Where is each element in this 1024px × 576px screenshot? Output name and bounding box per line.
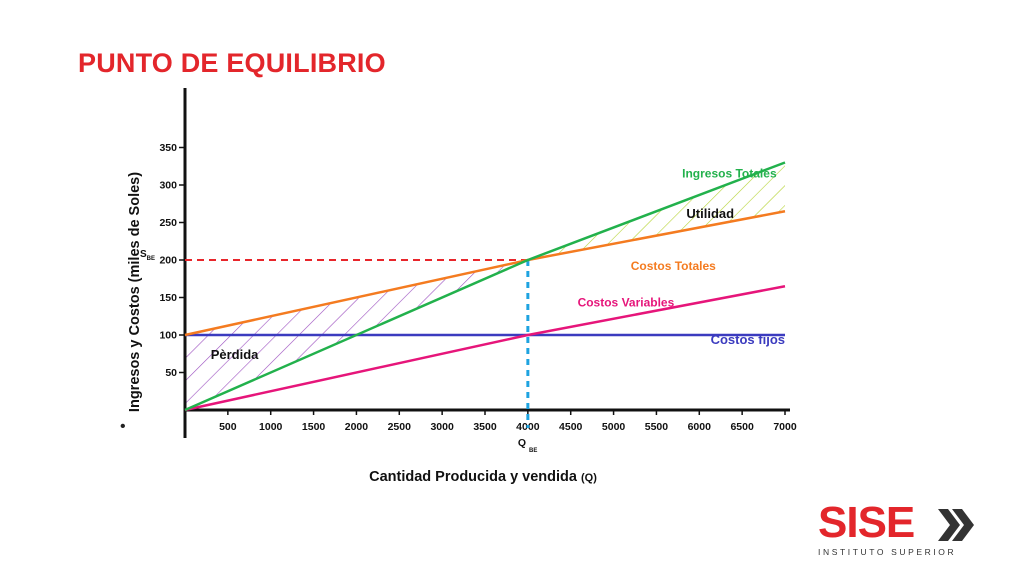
y-axis-title: Ingresos y Costos (miles de Soles)	[127, 172, 143, 412]
x-tick-label: 4500	[559, 421, 583, 433]
series-label-costos-totales: Costos Totales	[631, 259, 716, 273]
x-tick-label: 6000	[688, 421, 712, 433]
qbe-subscript: BE	[529, 448, 537, 454]
axis-titles: Cantidad Producida y vendida (Q) Ingresos…	[127, 172, 597, 485]
y-tick-label: 250	[159, 217, 177, 229]
y-tick-label: 300	[159, 180, 177, 192]
x-axis-title: Cantidad Producida y vendida (Q)	[369, 469, 597, 485]
profit-region-label: Utilidad	[686, 206, 734, 221]
y-tick-label: 350	[159, 142, 177, 154]
series-label-costos-fijos: Costos fijos	[711, 332, 785, 347]
x-tick-label: 5500	[645, 421, 669, 433]
qbe-label: QBE	[518, 437, 538, 454]
series-line-ingresos-totales	[184, 161, 786, 412]
bullet-marker: •	[120, 418, 126, 435]
loss-region-label: Pèrdida	[211, 347, 259, 362]
series-label-ingresos-totales: Ingresos Totales	[682, 167, 777, 181]
x-tick-label: 1000	[259, 421, 283, 433]
x-tick-label: 1500	[302, 421, 326, 433]
y-tick-label: 150	[159, 292, 177, 304]
series-label-costos-variables: Costos Variables	[578, 296, 675, 310]
x-tick-label: 3000	[430, 421, 454, 433]
x-tick-label: 6500	[730, 421, 754, 433]
axes	[183, 88, 790, 438]
hatched-regions	[185, 162, 785, 410]
y-tick-label: 200	[159, 255, 177, 267]
sbe-subscript: BE	[147, 256, 155, 262]
y-tick-label: 100	[159, 330, 177, 342]
series-labels: Costos fijos Costos Variables Costos Total…	[211, 167, 785, 363]
y-tick-label: 50	[165, 367, 177, 379]
x-tick-label: 3500	[473, 421, 497, 433]
series-line-costos-variables	[184, 285, 786, 412]
sise-logo: SISE INSTITUTO SUPERIOR	[818, 498, 978, 563]
x-tick-label: 2500	[388, 421, 412, 433]
logo-subtitle: INSTITUTO SUPERIOR	[818, 547, 957, 557]
x-tick-label: 500	[219, 421, 237, 433]
slide-title: PUNTO DE EQUILIBRIO	[78, 48, 386, 78]
x-tick-label: 5000	[602, 421, 626, 433]
x-tick-label: 7000	[773, 421, 797, 433]
series-lines	[184, 161, 786, 412]
tick-labels: 50 100 150 200 250 300 350 500 1000 1500 2000 2500 3…	[159, 142, 796, 433]
x-axis-title-suffix: (Q)	[581, 472, 597, 484]
chevrons-icon	[938, 509, 974, 541]
x-tick-label: 2000	[345, 421, 369, 433]
logo-wordmark: SISE	[818, 498, 915, 547]
